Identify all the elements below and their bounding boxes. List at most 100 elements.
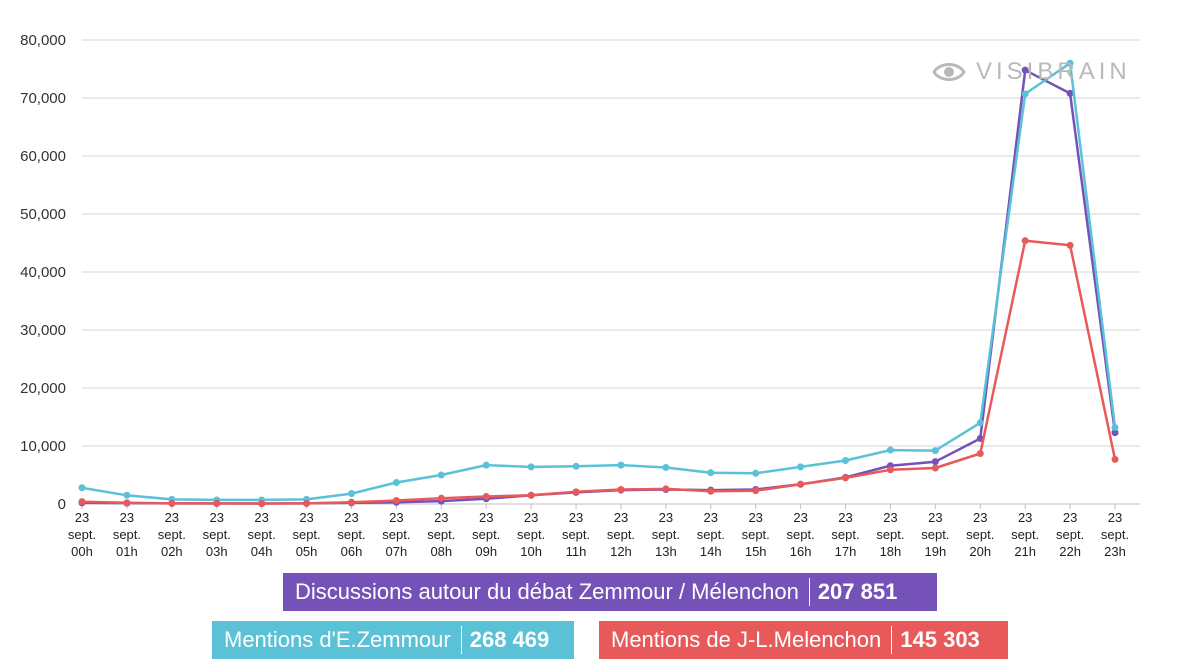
data-point[interactable]: [1021, 237, 1029, 245]
series-line: [81, 68, 1117, 505]
data-point[interactable]: [886, 446, 894, 454]
legend-discussions[interactable]: Discussions autour du débat Zemmour / Mé…: [283, 573, 937, 611]
x-tick-label: 23 sept. 09h: [472, 510, 500, 559]
data-point[interactable]: [797, 480, 805, 488]
x-tick-label: 23 sept. 20h: [966, 510, 994, 559]
data-point[interactable]: [482, 492, 490, 500]
data-point[interactable]: [123, 499, 131, 507]
data-point[interactable]: [572, 488, 580, 496]
x-tick-label: 23 sept. 11h: [562, 510, 590, 559]
data-point[interactable]: [347, 490, 355, 498]
data-point[interactable]: [392, 497, 400, 505]
data-point[interactable]: [931, 458, 939, 466]
x-tick-label: 23 sept. 08h: [427, 510, 455, 559]
x-tick-label: 23 sept. 03h: [203, 510, 231, 559]
watermark-text: VISIBRAIN: [976, 58, 1131, 85]
data-point[interactable]: [842, 457, 850, 464]
legend-label: Mentions d'E.Zemmour: [224, 627, 451, 652]
data-point[interactable]: [931, 464, 939, 472]
y-tick-label: 30,000: [20, 322, 66, 339]
y-tick-label: 0: [58, 496, 66, 513]
y-tick-label: 60,000: [20, 148, 66, 165]
legend-melenchon[interactable]: Mentions de J-L.Melenchon 145 303: [599, 621, 1008, 659]
data-point[interactable]: [347, 498, 355, 506]
data-point[interactable]: [78, 498, 86, 506]
series-lines: [78, 59, 1119, 508]
data-point[interactable]: [707, 487, 715, 495]
x-tick-label: 23 sept. 19h: [921, 510, 949, 559]
x-tick-label: 23 sept. 21h: [1011, 510, 1039, 559]
series-line: [81, 61, 1117, 502]
data-point[interactable]: [258, 500, 266, 508]
data-point[interactable]: [168, 499, 176, 507]
data-point[interactable]: [752, 469, 760, 477]
x-tick-label: 23 sept. 18h: [876, 510, 904, 559]
y-tick-label: 70,000: [20, 90, 66, 107]
data-point[interactable]: [1111, 423, 1119, 431]
data-point[interactable]: [707, 469, 715, 477]
x-tick-label: 23 sept. 23h: [1101, 510, 1129, 559]
x-tick-label: 23 sept. 12h: [607, 510, 635, 559]
data-point[interactable]: [437, 471, 445, 479]
data-point[interactable]: [527, 463, 535, 471]
data-point[interactable]: [976, 419, 984, 427]
data-point[interactable]: [976, 450, 984, 458]
data-point[interactable]: [1021, 66, 1029, 74]
data-point[interactable]: [572, 462, 580, 470]
y-tick-label: 20,000: [20, 380, 66, 397]
eye-icon: [932, 63, 966, 81]
data-point[interactable]: [842, 474, 850, 482]
visibrain-watermark: VISIBRAIN: [932, 58, 1131, 86]
data-point[interactable]: [482, 461, 490, 469]
data-point[interactable]: [797, 463, 805, 471]
legend-divider: [808, 578, 810, 606]
data-point[interactable]: [303, 499, 311, 507]
data-point[interactable]: [886, 466, 894, 474]
x-axis-ticks: 23 sept. 00h 23 sept. 01h 23 sept. 02h 23 sept. 03h…: [68, 510, 1129, 559]
legend-label: Discussions autour du débat Zemmour / Mé…: [295, 579, 799, 604]
y-tick-label: 40,000: [20, 264, 66, 281]
data-point[interactable]: [527, 491, 535, 499]
legend-total: 268 469: [469, 627, 550, 652]
x-tick-label: 23 sept. 02h: [158, 510, 186, 559]
data-point[interactable]: [1021, 90, 1029, 98]
x-tick-label: 23 sept. 10h: [517, 510, 545, 559]
y-axis-ticks: 0 10,000 20,000 30,000 40,000 50,000 60,000 70,…: [20, 32, 66, 513]
data-point[interactable]: [213, 499, 221, 507]
legend-total: 207 851: [817, 579, 898, 604]
data-point[interactable]: [1066, 241, 1074, 249]
x-tick-label: 23 sept. 17h: [831, 510, 859, 559]
legend-zemmour[interactable]: Mentions d'E.Zemmour 268 469: [212, 621, 574, 659]
data-point[interactable]: [1111, 429, 1119, 437]
data-point[interactable]: [662, 463, 670, 471]
y-tick-label: 10,000: [20, 438, 66, 455]
y-tick-label: 50,000: [20, 206, 66, 223]
data-point[interactable]: [123, 491, 131, 499]
data-point[interactable]: [1066, 89, 1074, 97]
x-tick-label: 23 sept. 06h: [337, 510, 365, 559]
data-point[interactable]: [617, 461, 625, 469]
legend-total: 145 303: [900, 627, 980, 652]
data-point[interactable]: [752, 487, 760, 495]
x-tick-label: 23 sept. 16h: [787, 510, 815, 559]
x-tick-label: 23 sept. 14h: [697, 510, 725, 559]
y-tick-label: 80,000: [20, 32, 66, 49]
x-tick-label: 23 sept. 05h: [292, 510, 320, 559]
x-tick-label: 23 sept. 01h: [113, 510, 141, 559]
data-point[interactable]: [1111, 455, 1119, 463]
data-point[interactable]: [931, 447, 939, 455]
data-point[interactable]: [392, 479, 400, 487]
x-tick-label: 23 sept. 22h: [1056, 510, 1084, 559]
x-tick-label: 23 sept. 04h: [248, 510, 276, 559]
data-point[interactable]: [617, 486, 625, 493]
legend-divider: [460, 626, 462, 654]
series-line: [81, 239, 1117, 505]
grid-lines: [81, 39, 1140, 509]
data-point[interactable]: [1066, 59, 1074, 67]
legend-divider: [891, 626, 893, 654]
data-point[interactable]: [437, 494, 445, 502]
data-point[interactable]: [662, 485, 670, 493]
legend-label: Mentions de J-L.Melenchon: [611, 627, 882, 652]
data-point[interactable]: [78, 484, 86, 492]
